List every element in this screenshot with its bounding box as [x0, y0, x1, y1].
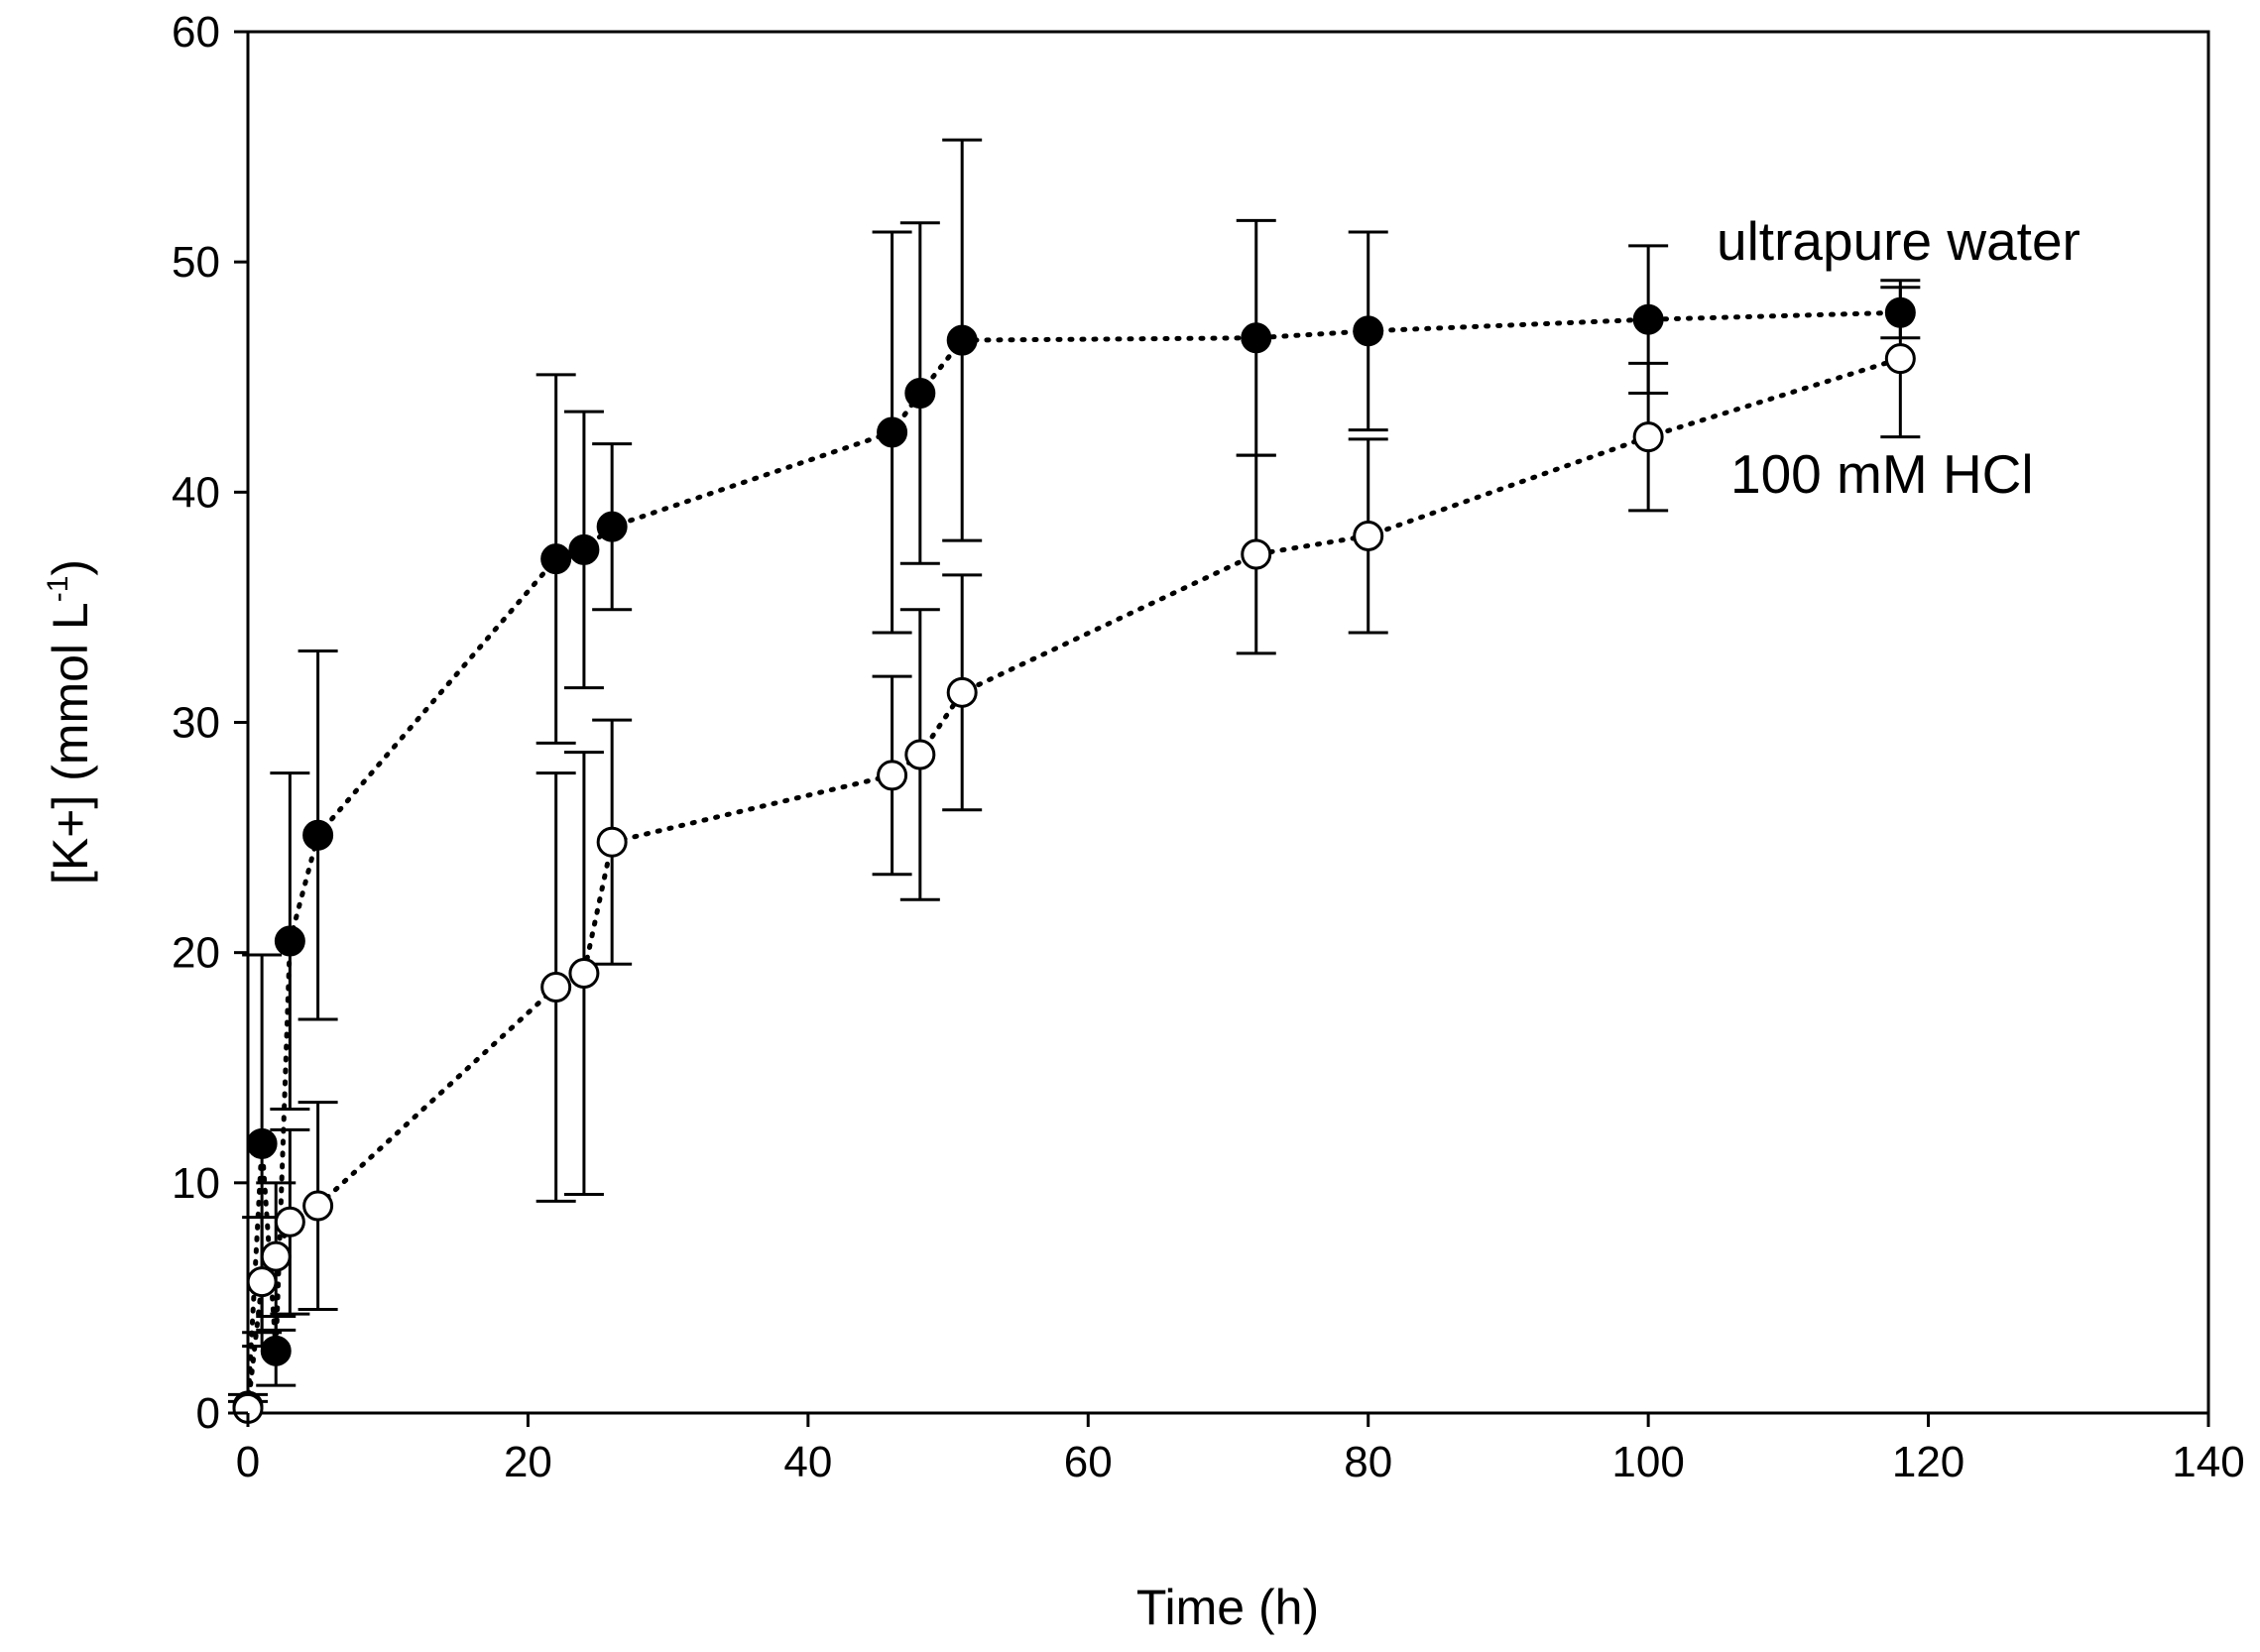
y-tick-label-2: 20 — [172, 929, 220, 978]
y-axis-title-close: ) — [43, 559, 98, 576]
point-ultrapure-water-13 — [1632, 303, 1664, 335]
series-label-100mm-hcl: 100 mM HCl — [1730, 443, 2034, 505]
x-tick-label-3: 60 — [1064, 1438, 1113, 1486]
point-100-mm-hcl-11 — [1241, 538, 1272, 570]
series-label-ultrapure-water: ultrapure water — [1717, 210, 2081, 272]
point-100-mm-hcl-12 — [1353, 520, 1384, 551]
point-ultrapure-water-7 — [596, 511, 628, 542]
y-axis-title-main: [K+] (mmol L — [43, 602, 98, 885]
error-bars — [228, 138, 1921, 1415]
y-tick-label-5: 50 — [172, 238, 220, 287]
point-100-mm-hcl-6 — [568, 958, 600, 990]
point-ultrapure-water-14 — [1884, 296, 1916, 328]
x-tick-label-4: 80 — [1344, 1438, 1392, 1486]
point-ultrapure-water-12 — [1353, 315, 1384, 347]
y-tick-label-1: 10 — [172, 1159, 220, 1208]
point-100-mm-hcl-1 — [246, 1266, 278, 1298]
point-ultrapure-water-11 — [1241, 322, 1272, 354]
y-tick-label-6: 60 — [172, 8, 220, 57]
series-lines — [245, 309, 1903, 1411]
x-tick-label-5: 100 — [1611, 1438, 1684, 1486]
y-axis-title-superscript: -1 — [42, 576, 74, 603]
point-ultrapure-water-1 — [246, 1127, 278, 1159]
x-tick-label-0: 0 — [236, 1438, 260, 1486]
point-ultrapure-water-6 — [568, 533, 600, 565]
point-100-mm-hcl-5 — [540, 971, 572, 1003]
x-tick-label-2: 40 — [783, 1438, 832, 1486]
markers — [232, 296, 1916, 1424]
x-tick-label-7: 140 — [2172, 1438, 2244, 1486]
series-line-ultrapure-water — [245, 309, 1903, 1409]
point-100-mm-hcl-7 — [596, 826, 628, 858]
series-line-100-mm-hcl — [245, 356, 1903, 1411]
point-100-mm-hcl-2 — [260, 1240, 292, 1272]
point-ultrapure-water-10 — [946, 324, 978, 356]
point-100-mm-hcl-9 — [904, 739, 936, 770]
point-ultrapure-water-5 — [540, 543, 572, 575]
y-tick-label-0: 0 — [196, 1389, 220, 1438]
y-axis-title: [K+] (mmol L-1) — [42, 559, 98, 885]
point-100-mm-hcl-4 — [302, 1190, 334, 1222]
y-tick-label-4: 40 — [172, 468, 220, 517]
x-tick-label-1: 20 — [504, 1438, 552, 1486]
y-axis: 0 10 20 30 40 50 60 — [172, 8, 248, 1438]
x-axis-title: Time (h) — [1136, 1580, 1319, 1635]
point-ultrapure-water-8 — [877, 416, 908, 448]
x-axis: 0 20 40 60 80 100 120 140 — [236, 1413, 2245, 1486]
point-100-mm-hcl-14 — [1884, 343, 1916, 375]
point-ultrapure-water-4 — [302, 819, 334, 851]
point-100-mm-hcl-3 — [274, 1206, 305, 1238]
point-ultrapure-water-9 — [904, 378, 936, 410]
point-ultrapure-water-3 — [274, 925, 305, 957]
x-tick-label-6: 120 — [1892, 1438, 1964, 1486]
point-100-mm-hcl-13 — [1632, 421, 1664, 453]
point-100-mm-hcl-8 — [877, 760, 908, 791]
point-100-mm-hcl-10 — [946, 676, 978, 708]
point-ultrapure-water-2 — [260, 1335, 292, 1366]
y-tick-label-3: 30 — [172, 699, 220, 748]
